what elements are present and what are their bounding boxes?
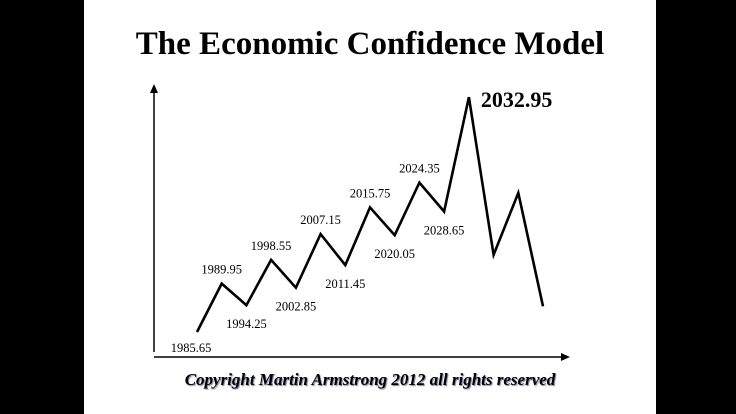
point-label-2020.05: 2020.05	[374, 247, 415, 261]
chart-title: The Economic Confidence Model	[135, 26, 605, 62]
copyright-notice: Copyright Martin Armstrong 2012 all righ…	[184, 370, 556, 389]
point-label-2002.85: 2002.85	[276, 300, 317, 314]
point-label-2011.45: 2011.45	[325, 277, 365, 291]
x-axis-arrow-icon	[561, 353, 570, 361]
y-axis-arrow-icon	[150, 84, 158, 93]
point-label-2007.15: 2007.15	[300, 213, 341, 227]
point-label-1989.95: 1989.95	[201, 263, 242, 277]
point-label-1985.65: 1985.65	[171, 341, 212, 355]
point-label-2024.35: 2024.35	[399, 162, 440, 176]
point-label-2015.75: 2015.75	[350, 186, 391, 200]
chart-plot: 1985.65 1989.95 1994.25 1998.55 2002.85 2007.…	[150, 84, 570, 361]
point-labels: 1985.65 1989.95 1994.25 1998.55 2002.85 2007.…	[171, 87, 553, 355]
point-label-1994.25: 1994.25	[226, 317, 267, 331]
series-line	[195, 96, 545, 333]
chart-panel: The Economic Confidence Model 1985.65 198…	[84, 0, 656, 414]
point-label-1998.55: 1998.55	[251, 239, 292, 253]
point-label-2032.95: 2032.95	[481, 87, 553, 112]
point-label-2028.65: 2028.65	[424, 224, 465, 238]
